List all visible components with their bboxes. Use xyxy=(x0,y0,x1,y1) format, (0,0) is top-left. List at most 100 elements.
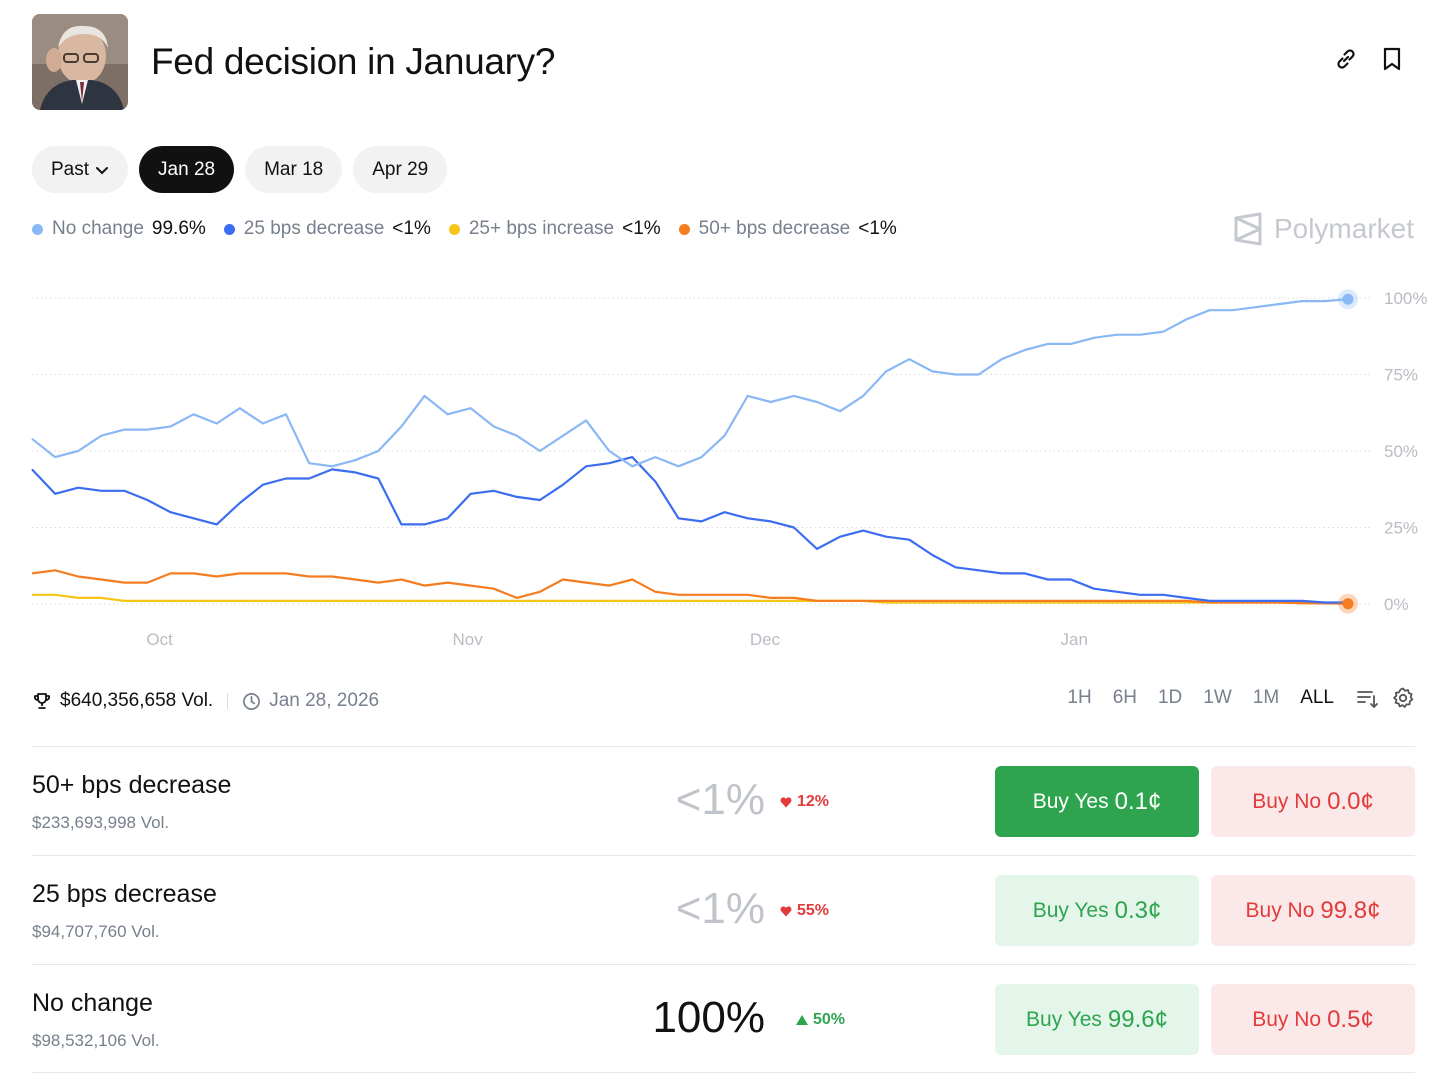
outcome-change: 50% xyxy=(796,1011,845,1029)
no-price: 0.0¢ xyxy=(1327,787,1374,815)
outcome-volume: $233,693,998 Vol. xyxy=(32,813,170,832)
gear-icon[interactable] xyxy=(1391,686,1415,710)
buy-yes-button[interactable]: Buy Yes 99.6¢ xyxy=(995,984,1199,1055)
y-tick-label: 100% xyxy=(1384,289,1427,308)
buy-yes-label: Buy Yes xyxy=(1026,1007,1102,1031)
change-value: 50% xyxy=(813,1011,846,1028)
y-tick-label: 75% xyxy=(1384,366,1418,385)
y-tick-label: 25% xyxy=(1384,519,1418,538)
range-1d[interactable]: 1D xyxy=(1157,687,1183,708)
change-value: 55% xyxy=(797,902,830,919)
heart-down-icon xyxy=(780,905,792,917)
past-dropdown[interactable]: Past xyxy=(32,146,129,193)
clock-icon xyxy=(242,692,261,711)
sort-icon[interactable] xyxy=(1355,686,1379,710)
buy-no-button[interactable]: Buy No 0.5¢ xyxy=(1211,984,1415,1055)
legend-value: 99.6% xyxy=(151,218,206,239)
legend-value: <1% xyxy=(622,218,661,239)
legend-item: 25 bps decrease <1% xyxy=(223,218,431,240)
market-image xyxy=(32,14,128,110)
chevron-down-icon xyxy=(95,163,109,177)
range-1w[interactable]: 1W xyxy=(1203,687,1232,708)
outcome-row[interactable]: 25 bps decrease $94,707,760 Vol. <1% 55%… xyxy=(32,855,1415,964)
range-1h[interactable]: 1H xyxy=(1067,687,1092,708)
past-label: Past xyxy=(51,158,90,180)
price-chart[interactable]: 100% 75% 50% 25% 0% Oct Nov Dec Jan xyxy=(0,270,1440,660)
outcome-name: No change xyxy=(32,989,153,1017)
end-point xyxy=(1342,598,1354,610)
polymarket-logo: Polymarket xyxy=(1232,212,1414,246)
legend-name: 25 bps decrease xyxy=(243,218,385,239)
y-tick-label: 50% xyxy=(1384,442,1418,461)
range-all[interactable]: ALL xyxy=(1300,687,1334,708)
end-date: Jan 28, 2026 xyxy=(269,690,380,711)
series-line xyxy=(31,298,1349,468)
yes-price: 99.6¢ xyxy=(1107,1005,1168,1033)
legend-dot xyxy=(223,223,235,235)
outcome-volume: $98,532,106 Vol. xyxy=(32,1031,160,1050)
series-line xyxy=(31,569,1349,605)
legend-value: <1% xyxy=(392,218,431,239)
yes-price: 0.3¢ xyxy=(1114,896,1162,924)
legend-item: 25+ bps increase <1% xyxy=(448,218,661,240)
buy-yes-button[interactable]: Buy Yes 0.1¢ xyxy=(995,766,1199,837)
yes-price: 0.1¢ xyxy=(1114,787,1162,815)
legend-dot xyxy=(678,223,690,235)
market-meta: $640,356,658 Vol. Jan 28, 2026 1H 6H 1D … xyxy=(32,686,1415,716)
total-volume: $640,356,658 Vol. xyxy=(60,690,214,711)
tab-apr-29[interactable]: Apr 29 xyxy=(353,146,448,193)
buy-yes-label: Buy Yes xyxy=(1032,789,1109,813)
x-tick-label: Nov xyxy=(452,630,483,649)
outcome-volume: $94,707,760 Vol. xyxy=(32,922,160,941)
buy-no-label: Buy No xyxy=(1252,1007,1322,1031)
buy-yes-button[interactable]: Buy Yes 0.3¢ xyxy=(995,875,1199,946)
range-6h[interactable]: 6H xyxy=(1112,687,1137,708)
x-tick-label: Oct xyxy=(146,630,173,649)
page-title: Fed decision in January? xyxy=(151,41,556,82)
link-icon[interactable] xyxy=(1333,46,1359,72)
outcome-list: 50+ bps decrease $233,693,998 Vol. <1% 1… xyxy=(32,746,1415,1073)
legend-value: <1% xyxy=(858,218,897,239)
legend-name: 25+ bps increase xyxy=(468,218,615,239)
chart-svg: 100% 75% 50% 25% 0% Oct Nov Dec Jan xyxy=(31,289,1427,649)
market-header: Fed decision in January? xyxy=(32,14,1415,110)
legend-name: 50+ bps decrease xyxy=(698,218,851,239)
tab-jan-28[interactable]: Jan 28 xyxy=(139,146,235,193)
brand-name: Polymarket xyxy=(1273,213,1414,244)
change-value: 12% xyxy=(797,793,830,810)
divider xyxy=(227,693,229,709)
y-tick-label: 0% xyxy=(1384,595,1409,614)
outcome-row[interactable]: No change $98,532,106 Vol. 100% 50% Buy … xyxy=(32,964,1415,1073)
legend-dot xyxy=(32,223,43,235)
heart-down-icon xyxy=(780,796,792,808)
outcome-row[interactable]: 50+ bps decrease $233,693,998 Vol. <1% 1… xyxy=(32,746,1415,855)
outcome-probability: 100% xyxy=(652,993,765,1042)
date-tabs: Past Jan 28 Mar 18 Apr 29 xyxy=(32,146,448,193)
series-line xyxy=(31,456,1348,604)
x-tick-label: Dec xyxy=(750,630,781,649)
trophy-icon xyxy=(32,691,52,711)
outcome-change: 55% xyxy=(780,902,829,920)
buy-no-button[interactable]: Buy No 99.8¢ xyxy=(1211,875,1415,946)
series-line xyxy=(32,593,1348,605)
legend-item: No change 99.6% xyxy=(32,218,206,240)
bookmark-icon[interactable] xyxy=(1379,46,1405,72)
tab-mar-18[interactable]: Mar 18 xyxy=(245,146,343,193)
polymarket-icon xyxy=(1234,212,1262,246)
no-price: 0.5¢ xyxy=(1327,1005,1374,1033)
no-price: 99.8¢ xyxy=(1320,896,1381,924)
buy-no-label: Buy No xyxy=(1245,898,1315,922)
triangle-up-icon xyxy=(796,1015,808,1025)
outcome-probability: <1% xyxy=(675,884,765,933)
outcome-name: 50+ bps decrease xyxy=(32,771,232,799)
buy-no-label: Buy No xyxy=(1252,789,1322,813)
end-point xyxy=(1342,293,1354,305)
buy-no-button[interactable]: Buy No 0.0¢ xyxy=(1211,766,1415,837)
outcome-probability: <1% xyxy=(675,775,765,824)
legend-name: No change xyxy=(52,218,144,239)
x-tick-label: Jan xyxy=(1061,630,1088,649)
range-1m[interactable]: 1M xyxy=(1252,687,1280,708)
buy-yes-label: Buy Yes xyxy=(1032,898,1109,922)
legend-dot xyxy=(448,223,460,235)
time-range-selector: 1H 6H 1D 1W 1M ALL xyxy=(1046,686,1415,710)
